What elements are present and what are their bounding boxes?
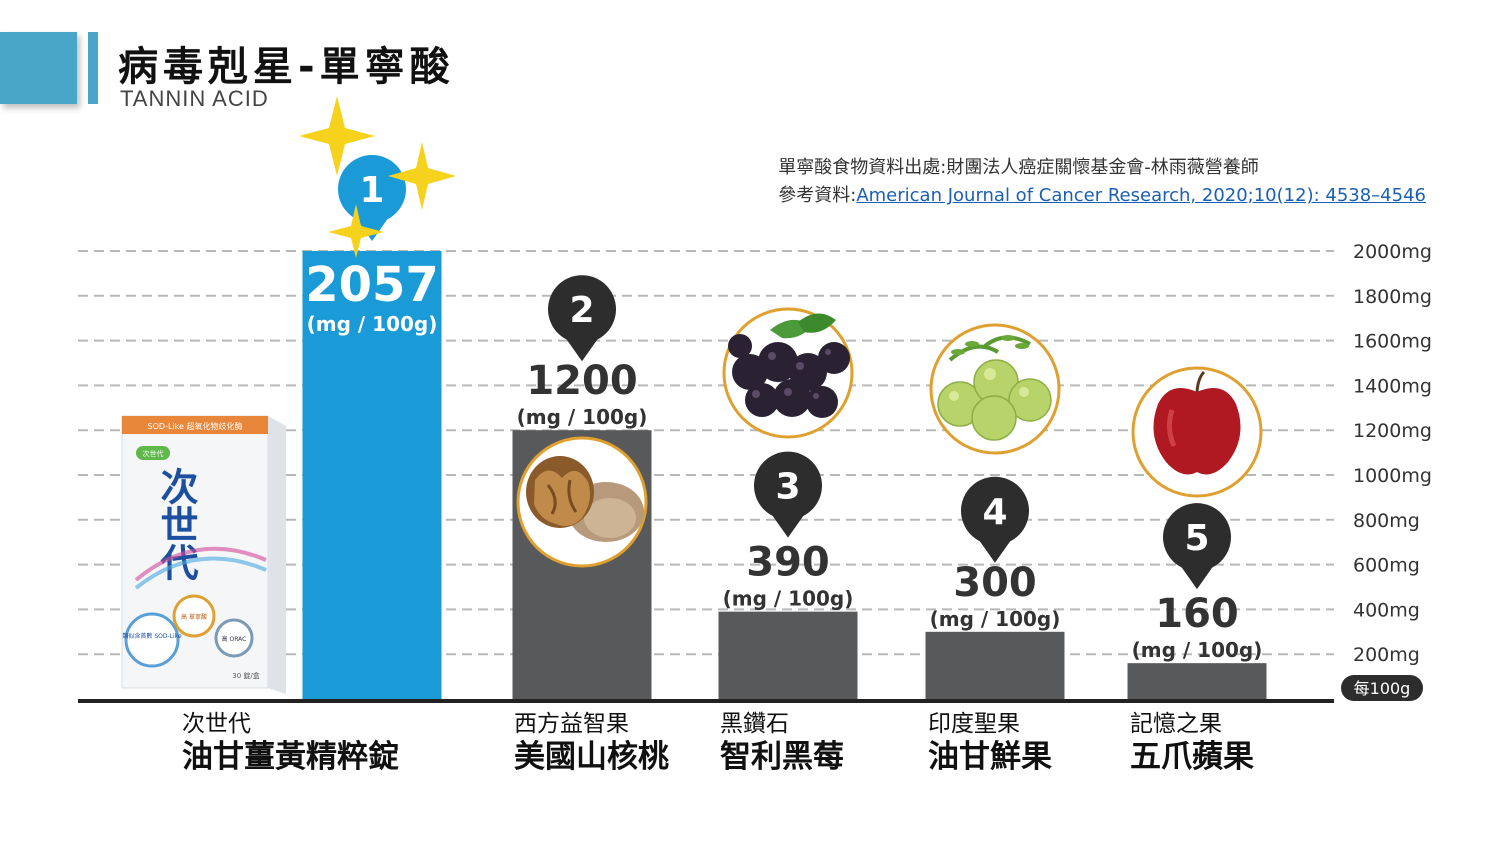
y-axis-ticks: 200mg 400mg 600mg 800mg 1000mg 1200mg 1400mg 16… (1353, 241, 1432, 666)
header-deco-block (0, 32, 77, 104)
rank-marker-2 (754, 451, 822, 520)
category-main-4: 五爪蘋果 (1130, 739, 1254, 775)
page-title: 病毒剋星-單寧酸 (118, 44, 455, 90)
source-line-1: 單寧酸食物資料出處:財團法人癌症關懷基金會-林雨薇營養師 (778, 157, 1259, 178)
category-main-1: 美國山核桃 (514, 739, 669, 775)
rank-label-0: 1 (359, 170, 384, 211)
category-sub-0: 次世代 (182, 711, 251, 737)
bar-2 (718, 611, 858, 699)
y-tick-label-0: 200mg (1353, 644, 1420, 666)
category-label-2: 黑鑽石 智利黑莓 (720, 710, 844, 776)
category-label-0: 次世代 油甘薑黃精粹錠 (182, 710, 399, 776)
category-sub-2: 黑鑽石 (720, 711, 789, 737)
rank-marker-1 (548, 275, 616, 344)
reference-link[interactable]: American Journal of Cancer Research, 202… (856, 185, 1426, 206)
bar-0 (302, 251, 442, 699)
product-badge-2: 高 單寧酸 (181, 613, 207, 621)
y-tick-label-1: 400mg (1353, 599, 1420, 621)
product-badge-1: 類似含首數 SOD-Like (122, 632, 181, 640)
rank-marker-3 (961, 476, 1029, 545)
axis-unit-badge: 每100g (1341, 675, 1423, 701)
value-label-2: 390 (746, 540, 830, 586)
y-tick-label-5: 1200mg (1353, 420, 1432, 442)
sparkle-icon (299, 96, 456, 258)
y-tick-label-9: 2000mg (1353, 241, 1432, 263)
rank-label-1: 2 (569, 290, 594, 331)
source-line-2: 參考資料:American Journal of Cancer Research… (778, 182, 1426, 210)
category-main-0: 油甘薑黃精粹錠 (182, 739, 399, 775)
rank-marker-4 (1163, 503, 1231, 572)
y-tick-label-6: 1400mg (1353, 375, 1432, 397)
category-label-4: 記憶之果 五爪蘋果 (1130, 710, 1254, 776)
amla-fruit-icon (929, 323, 1061, 455)
y-tick-label-2: 600mg (1353, 555, 1420, 577)
source-note: 單寧酸食物資料出處:財團法人癌症關懷基金會-林雨薇營養師 參考資料:Americ… (778, 154, 1426, 210)
category-sub-1: 西方益智果 (514, 711, 629, 737)
unit-label-2: (mg / 100g) (723, 587, 854, 611)
category-label-1: 西方益智果 美國山核桃 (514, 710, 669, 776)
category-main-3: 油甘鮮果 (928, 739, 1052, 775)
y-tick-label-4: 1000mg (1353, 465, 1432, 487)
value-label-3: 300 (953, 560, 1037, 606)
grid-lines (78, 250, 1334, 656)
bar-3 (925, 631, 1065, 699)
rank-marker-0 (338, 155, 406, 223)
category-sub-3: 印度聖果 (928, 711, 1020, 737)
apple-icon (1131, 366, 1263, 498)
y-tick-label-7: 1600mg (1353, 331, 1432, 353)
value-label-0: 2057 (305, 257, 439, 313)
header-deco-line (88, 32, 98, 104)
source-prefix: 參考資料: (778, 185, 857, 206)
walnut-icon (516, 436, 648, 568)
unit-label-0: (mg / 100g) (307, 312, 438, 336)
rank-label-2: 3 (775, 467, 800, 508)
page-subtitle: TANNIN ACID (120, 86, 269, 111)
blackberry-icon (722, 307, 854, 439)
category-sub-4: 記憶之果 (1130, 711, 1222, 737)
product-box-image: SOD-Like 超氧化物歧化酶 次世代 次世代 類似含首數 SOD-Like … (121, 415, 286, 694)
product-count: 30 錠/盒 (232, 671, 260, 680)
product-box-top-text: SOD-Like 超氧化物歧化酶 (148, 421, 243, 431)
product-brand-small: 次世代 (143, 449, 164, 458)
category-label-3: 印度聖果 油甘鮮果 (928, 710, 1052, 776)
y-tick-label-8: 1800mg (1353, 286, 1432, 308)
unit-label-1: (mg / 100g) (517, 405, 648, 429)
value-label-4: 160 (1155, 591, 1239, 637)
y-tick-label-3: 800mg (1353, 510, 1420, 532)
axis-unit-text: 每100g (1354, 679, 1411, 698)
rank-label-3: 4 (982, 492, 1007, 533)
unit-label-4: (mg / 100g) (1132, 638, 1263, 662)
value-label-1: 1200 (526, 358, 637, 404)
product-badge-3: 高 ORAC (222, 635, 247, 643)
category-main-2: 智利黑莓 (720, 739, 844, 775)
bar-4 (1127, 663, 1267, 699)
rank-label-4: 5 (1184, 518, 1209, 559)
unit-label-3: (mg / 100g) (930, 607, 1061, 631)
